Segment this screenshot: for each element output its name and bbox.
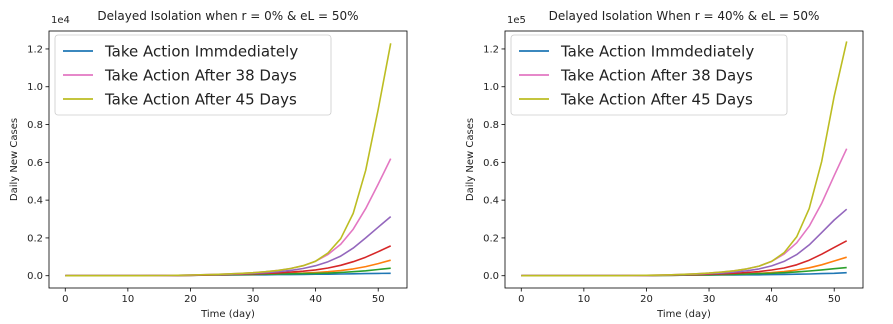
legend-label-0: Take Action Immdediately [560,43,754,61]
y-tick-label: 0.4 [27,196,43,207]
series-line-1 [521,256,847,277]
x-tick-label: 40 [309,294,322,305]
y-tick-label: 1.2 [483,44,499,55]
y-axis-label: Daily New Cases [9,118,20,201]
y-tick-label: 0.4 [483,196,499,207]
series-line-6 [65,43,392,277]
y-tick-label: 1.0 [27,82,43,93]
series-lines [521,41,848,277]
legend-box [510,34,788,116]
chart-left: 0 10 20 30 40 50 0.0 0.2 0.4 0.6 0.8 1.0 1.2 Delayed … [9,9,408,320]
chart-title: Delayed Isolation When r = 40% & eL = 50… [549,9,820,23]
x-tick-label: 50 [828,294,841,305]
y-tick-label: 0.8 [483,120,499,131]
y-tick-label: 1.0 [483,82,499,93]
axis-scale-label: 1e5 [507,15,526,26]
series-line-6 [521,41,848,277]
series-line-5 [521,148,848,277]
legend-box [54,34,332,116]
legend: Take Action Immdediately Take Action Afte… [510,34,788,116]
series-lines [65,43,392,277]
y-tick-label: 0.0 [27,271,43,282]
y-axis-label: Daily New Cases [465,118,476,201]
legend-label-5: Take Action After 38 Days [560,67,753,85]
x-tick-label: 0 [62,294,68,305]
plot-frame [504,30,864,289]
axis-scale-label: 1e4 [51,15,70,26]
x-axis-label: Time (day) [200,309,255,320]
plot-frame [48,30,408,289]
chart-right: 0 10 20 30 40 50 0.0 0.2 0.4 0.6 0.8 1.0 1.2 Delayed … [465,9,864,320]
chart-title: Delayed Isolation when r = 0% & eL = 50% [97,9,358,23]
y-tick-label: 0.2 [483,233,499,244]
y-tick-label: 0.6 [483,158,499,169]
legend-label-6: Take Action After 45 Days [560,91,753,109]
x-tick-label: 10 [577,294,590,305]
x-axis-label: Time (day) [656,309,711,320]
y-tick-label: 0.6 [27,158,43,169]
x-tick-label: 50 [372,294,385,305]
series-line-4 [65,215,392,277]
x-tick-label: 10 [121,294,134,305]
x-tick-label: 40 [765,294,778,305]
x-tick-label: 20 [640,294,653,305]
x-tick-label: 30 [247,294,260,305]
y-tick-label: 0.2 [27,233,43,244]
legend-label-5: Take Action After 38 Days [104,67,297,85]
legend: Take Action Immdediately Take Action Afte… [54,34,332,116]
x-tick-label: 0 [518,294,524,305]
legend-label-6: Take Action After 45 Days [104,91,297,109]
x-tick-label: 20 [184,294,197,305]
y-tick-label: 0.8 [27,120,43,131]
y-tick-label: 0.0 [483,271,499,282]
x-tick-label: 30 [703,294,716,305]
legend-label-0: Take Action Immdediately [104,43,298,61]
series-line-5 [65,158,392,277]
y-tick-label: 1.2 [27,44,43,55]
